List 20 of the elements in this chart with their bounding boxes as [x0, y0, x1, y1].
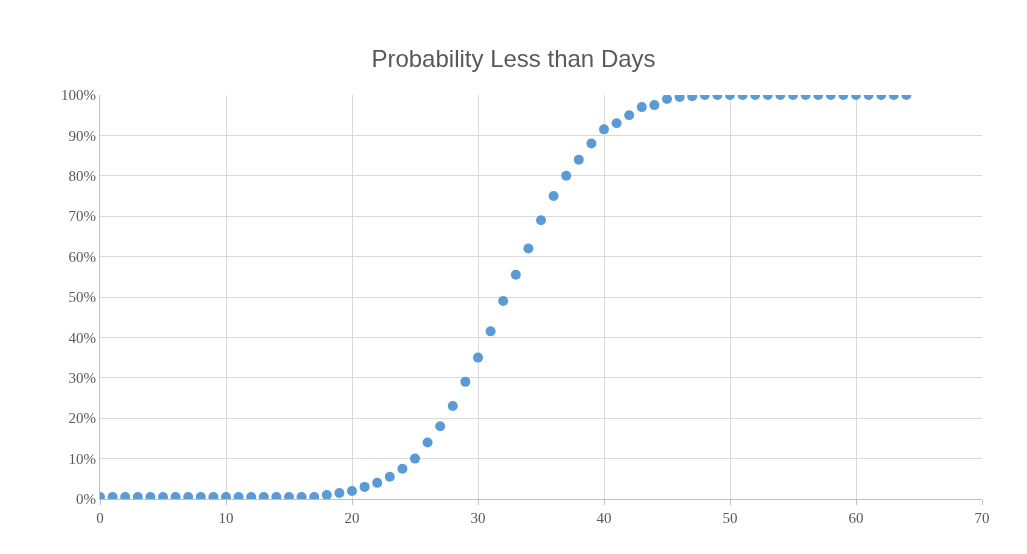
chart-title: Probability Less than Days	[371, 44, 656, 72]
y-tick-label: 90%	[68, 127, 96, 144]
y-tick-label: 60%	[68, 248, 96, 265]
x-tick-label: 20	[344, 510, 360, 526]
x-tick-label: 60	[848, 510, 864, 526]
y-tick-label: 50%	[68, 289, 96, 306]
y-tick-label: 30%	[68, 370, 96, 387]
y-tick-label: 70%	[68, 208, 96, 225]
y-tick-label: 0%	[76, 491, 96, 508]
x-tick-label: 40	[596, 510, 612, 526]
y-tick-label: 100%	[61, 87, 96, 104]
x-tick-label: 30	[470, 510, 486, 526]
y-tick-label: 80%	[68, 168, 96, 185]
y-tick-label: 20%	[68, 410, 96, 427]
y-tick-label: 40%	[68, 329, 96, 346]
x-tick-label: 50	[722, 510, 738, 526]
x-tick-label: 0	[96, 510, 104, 526]
x-tick-label: 70	[974, 510, 990, 526]
y-tick-label: 10%	[68, 450, 96, 467]
x-tick-label: 10	[218, 510, 234, 526]
